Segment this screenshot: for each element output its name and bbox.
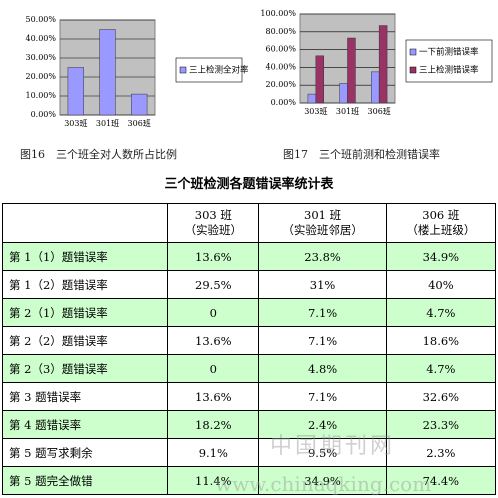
header-line: 306 班 [422,208,460,222]
caption: 图17 三个班前测和检测错误率 [283,148,440,161]
bar [371,71,380,104]
bar [67,67,84,116]
bar [347,37,356,104]
legend-swatch [409,66,417,74]
x-tick-label: 303班 [64,118,87,128]
y-tick-label: 50.00% [25,15,56,24]
y-tick-label: 60.00% [265,45,296,54]
table-cell: 23.3% [385,410,497,439]
legend-swatch [409,48,417,56]
table-cell: 29.5% [167,270,260,299]
table-cell: 4.7% [385,354,497,383]
charts: 0.00% 10.00% 20.00% 30.00% 40.00% 50.00% 303班 3… [25,9,493,128]
table-cell: 第 1（2）题错误率 [1,270,169,299]
bar [99,29,116,116]
header-line: （实验班） [184,223,243,237]
table-cell: 9.5% [258,438,387,467]
table-cell: 9.1% [167,438,260,467]
table-row: 第 1（1）题错误率 13.6% 23.8% 34.9% [1,242,497,271]
header-line: 301 班 [304,208,342,222]
table-cell: 18.6% [385,326,497,355]
table-cell: 第 2（2）题错误率 [1,326,169,355]
table-cell: 7.1% [258,326,387,355]
bar [131,93,148,116]
header-line: （实验班邻居） [282,223,363,237]
x-tick-label: 301班 [96,118,119,128]
table-cell: 4.8% [258,354,387,383]
table-cell: 13.6% [167,326,260,355]
table-cell: 306 班（楼上班级） [385,203,497,243]
table-row: 第 4 题错误率 18.2% 2.4% 23.3% [1,410,497,439]
table-cell [1,203,169,243]
table-row: 第 3 题错误率 13.6% 7.1% 32.6% [1,382,497,411]
table-cell: 第 4 题错误率 [1,410,169,439]
table-cell: 13.6% [167,242,260,271]
table-title: 三个班检测各题错误率统计表 [164,177,334,192]
x-tick-label: 306班 [368,106,391,116]
legend-label: 一下前测错误率 [419,47,479,58]
table-row: 第 2（3）题错误率 0 4.8% 4.7% [1,354,497,383]
table-cell: 第 2（1）题错误率 [1,298,169,327]
legend-box [175,57,243,83]
caption: 图16 三个班全对人数所占比例 [20,148,177,161]
table: 303 班（实验班） 301 班（实验班邻居） 306 班（楼上班级）第 1（1）题… [1,203,497,495]
bar [378,25,388,104]
table-cell: 11.4% [167,466,260,495]
table-cell: 0 [167,354,260,383]
y-tick-label: 0.00% [31,110,57,119]
table-cell: 第 3 题错误率 [1,382,169,411]
legend-box [405,39,493,83]
y-tick-label: 100.00% [260,9,296,18]
table-cell: 第 5 题写求剩余 [1,438,169,467]
table-cell: 7.1% [258,382,387,411]
y-tick-label: 0.00% [271,98,297,107]
y-tick-label: 10.00% [25,91,56,100]
x-tick-label: 303班 [304,106,327,116]
x-tick-label: 301班 [336,106,359,116]
header-row: 303 班（实验班） 301 班（实验班邻居） 306 班（楼上班级） [1,203,497,243]
table-cell: 34.9% [385,242,497,271]
table-row: 第 5 题写求剩余 9.1% 9.5% 2.3% [1,438,497,467]
table-cell: 13.6% [167,382,260,411]
table-cell: 23.8% [258,242,387,271]
header-line: （楼上班级） [406,223,476,237]
table-cell: 74.4% [385,466,497,495]
table-cell: 2.4% [258,410,387,439]
table-cell: 7.1% [258,298,387,327]
table-row: 第 1（2）题错误率 29.5% 31% 40% [1,270,497,299]
table-cell: 第 5 题完全做错 [1,466,169,495]
legend-label: 三上检测全对率 [189,65,249,76]
table-cell: 31% [258,270,387,299]
table-cell: 34.9% [258,466,387,495]
table-cell: 40% [385,270,497,299]
table-cell: 第 1（1）题错误率 [1,242,169,271]
bar [315,55,325,104]
table-row: 第 2（2）题错误率 13.6% 7.1% 18.6% [1,326,497,355]
table-row: 第 5 题完全做错 11.4% 34.9% 74.4% [1,466,497,495]
bar [307,93,317,104]
table-cell: 第 2（3）题错误率 [1,354,169,383]
table-cell: 0 [167,298,260,327]
y-tick-label: 80.00% [265,27,296,36]
y-tick-label: 40.00% [25,34,56,43]
y-tick-label: 40.00% [265,62,296,71]
table-cell: 301 班（实验班邻居） [258,203,387,243]
legend-label: 三上检测错误率 [419,65,479,76]
y-tick-label: 20.00% [25,72,56,81]
table-cell: 4.7% [385,298,497,327]
header-line: 303 班 [194,208,232,222]
table-cell: 303 班（实验班） [167,203,260,243]
table-row: 第 2（1）题错误率 0 7.1% 4.7% [1,298,497,327]
table-cell: 2.3% [385,438,497,467]
legend-swatch [179,66,187,74]
y-tick-label: 30.00% [25,53,56,62]
bar [339,83,348,104]
table-cell: 32.6% [385,382,497,411]
y-tick-label: 20.00% [265,80,296,89]
x-tick-label: 306班 [128,118,151,128]
table-cell: 18.2% [167,410,260,439]
